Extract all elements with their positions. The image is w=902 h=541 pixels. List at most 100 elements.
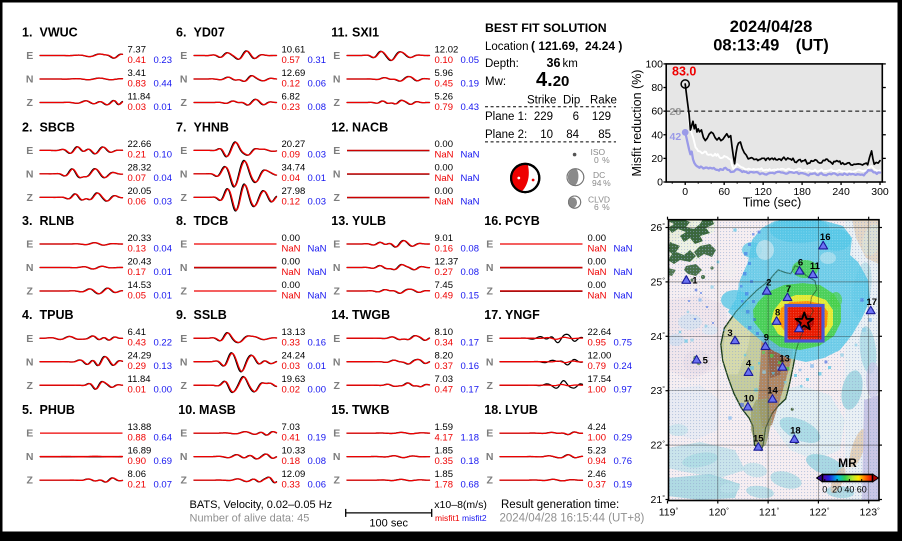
svg-text:2.46: 2.46 [588, 469, 607, 480]
svg-text:0.49: 0.49 [435, 290, 454, 301]
svg-text:Z: Z [333, 286, 340, 298]
svg-text:16.: 16. [484, 214, 501, 228]
svg-text:SSLB: SSLB [194, 308, 227, 322]
svg-text:85: 85 [598, 129, 611, 141]
svg-text:0.18: 0.18 [461, 456, 480, 467]
svg-text:Z: Z [26, 475, 33, 487]
svg-text:5: 5 [703, 355, 709, 366]
svg-text:129: 129 [592, 111, 611, 123]
svg-text:0.21: 0.21 [128, 479, 147, 490]
svg-text:0.15: 0.15 [461, 290, 480, 301]
svg-text:84: 84 [566, 129, 579, 141]
svg-text:0.22: 0.22 [154, 338, 173, 349]
svg-text:11.84: 11.84 [128, 91, 151, 102]
svg-text:6.41: 6.41 [128, 327, 147, 338]
svg-text:34.74: 34.74 [282, 163, 306, 174]
svg-text:N: N [486, 262, 494, 274]
svg-text:LYUB: LYUB [505, 403, 538, 417]
svg-text:0.33: 0.33 [282, 338, 301, 349]
svg-text:4.20: 4.20 [536, 69, 569, 91]
svg-text:Z: Z [180, 97, 187, 109]
svg-text:NaN: NaN [282, 267, 301, 278]
svg-text:14.: 14. [331, 308, 348, 322]
svg-text:Z: Z [26, 380, 33, 392]
svg-text:Dip: Dip [563, 95, 580, 107]
svg-text:Z: Z [26, 97, 33, 109]
svg-text:SBCB: SBCB [40, 120, 75, 134]
svg-text:20.43: 20.43 [128, 256, 152, 267]
svg-text:0.19: 0.19 [308, 432, 327, 443]
svg-text:Depth:: Depth: [485, 58, 519, 70]
svg-text:0.43: 0.43 [461, 102, 480, 113]
svg-text:23°: 23° [651, 385, 666, 397]
svg-text:0.09: 0.09 [282, 150, 301, 161]
svg-text:6: 6 [798, 257, 803, 268]
svg-text:20.33: 20.33 [128, 233, 152, 244]
svg-text:14: 14 [767, 386, 778, 397]
svg-text:N: N [333, 451, 341, 463]
svg-text:28.32: 28.32 [128, 163, 152, 174]
svg-text:E: E [26, 333, 33, 345]
svg-text:119°: 119° [659, 507, 679, 519]
svg-text:0.45: 0.45 [435, 78, 454, 89]
svg-text:20.05: 20.05 [128, 186, 152, 197]
svg-text:TPUB: TPUB [40, 308, 74, 322]
svg-text:60: 60 [857, 485, 867, 495]
svg-text:TDCB: TDCB [194, 214, 229, 228]
svg-text:YHNB: YHNB [194, 120, 229, 134]
svg-text:0.03: 0.03 [128, 102, 147, 113]
svg-text:PHUB: PHUB [40, 403, 75, 417]
svg-text:Z: Z [180, 380, 187, 392]
svg-text:24°: 24° [651, 331, 666, 343]
svg-text:0.07: 0.07 [128, 173, 147, 184]
svg-text:0.01: 0.01 [154, 267, 173, 278]
svg-text:Z: Z [486, 475, 493, 487]
svg-text:NACB: NACB [352, 120, 388, 134]
svg-text:94 %: 94 % [592, 178, 611, 188]
svg-text:E: E [180, 239, 187, 251]
svg-text:6 %: 6 % [594, 202, 610, 212]
svg-text:0.00: 0.00 [588, 280, 607, 291]
svg-text:22.64: 22.64 [588, 327, 612, 338]
svg-text:E: E [333, 428, 340, 440]
svg-text:0.10: 0.10 [435, 55, 454, 66]
svg-text:Z: Z [26, 192, 33, 204]
svg-text:0.03: 0.03 [308, 197, 327, 208]
svg-text:x10–8(m/s): x10–8(m/s) [434, 499, 487, 511]
svg-text:0.97: 0.97 [614, 385, 633, 396]
svg-text:NaN: NaN [614, 243, 633, 254]
svg-text:12.00: 12.00 [588, 351, 612, 362]
svg-text:0.04: 0.04 [282, 173, 301, 184]
svg-text:DC: DC [593, 170, 605, 180]
svg-text:0.10: 0.10 [154, 150, 173, 161]
svg-text:10.: 10. [178, 403, 195, 417]
svg-text:300: 300 [871, 186, 889, 198]
svg-text:N: N [180, 451, 188, 463]
svg-text:0.68: 0.68 [461, 479, 480, 490]
svg-text:0.83: 0.83 [128, 78, 147, 89]
svg-text:0.13: 0.13 [154, 361, 173, 372]
svg-text:0.00: 0.00 [435, 186, 454, 197]
svg-text:0.19: 0.19 [461, 78, 480, 89]
svg-text:E: E [333, 239, 340, 251]
svg-text:N: N [333, 169, 341, 181]
svg-text:15.: 15. [331, 403, 348, 417]
svg-text:13.88: 13.88 [128, 422, 152, 433]
svg-text:5.96: 5.96 [435, 68, 454, 79]
svg-text:0.03: 0.03 [154, 197, 173, 208]
svg-text:NaN: NaN [588, 290, 607, 301]
svg-text:100 sec: 100 sec [369, 518, 408, 530]
svg-text:SXI1: SXI1 [352, 26, 379, 40]
svg-text:1.00: 1.00 [588, 385, 607, 396]
svg-text:10: 10 [540, 129, 553, 141]
svg-text:0.02: 0.02 [282, 385, 301, 396]
svg-text:NaN: NaN [308, 267, 327, 278]
svg-text:0.00: 0.00 [282, 280, 301, 291]
svg-text:1: 1 [692, 276, 698, 287]
svg-text:N: N [180, 262, 188, 274]
svg-text:4.: 4. [22, 308, 32, 322]
svg-text:E: E [26, 239, 33, 251]
svg-text:0.17: 0.17 [461, 338, 480, 349]
svg-text:Misfit reduction (%): Misfit reduction (%) [630, 70, 644, 177]
svg-text:1.85: 1.85 [435, 445, 454, 456]
